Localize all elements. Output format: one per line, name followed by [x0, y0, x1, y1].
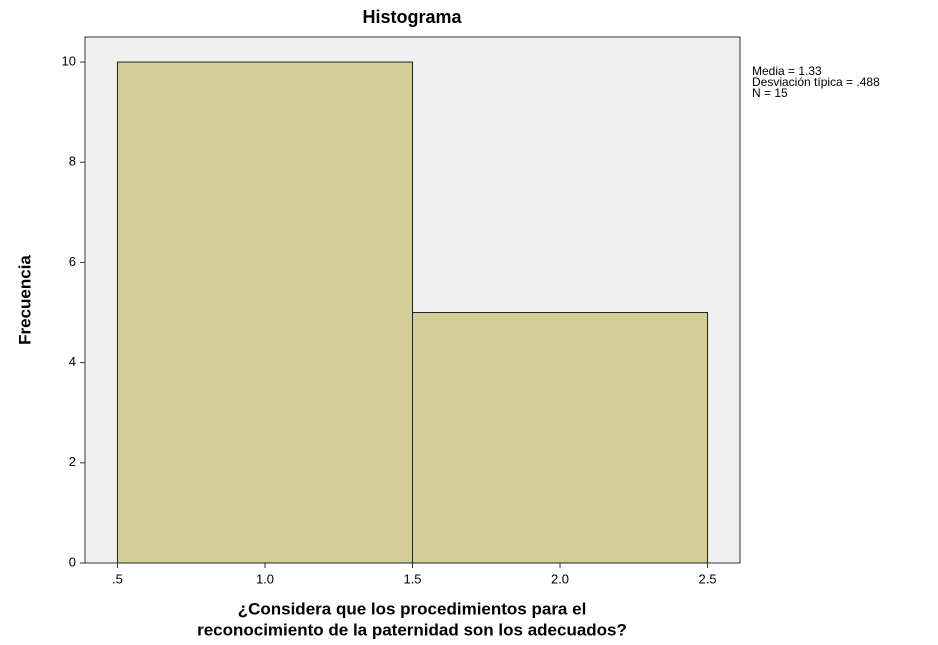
y-tick-label: 6	[69, 254, 76, 269]
x-tick-label: 1.5	[403, 571, 421, 586]
x-tick-label: .5	[112, 571, 123, 586]
x-tick-label: 2.0	[551, 571, 569, 586]
x-axis-label: ¿Considera que los procedimientos para e…	[238, 599, 587, 618]
y-tick-label: 2	[69, 454, 76, 469]
x-tick-label: 2.5	[699, 571, 717, 586]
bar	[116, 61, 413, 564]
x-axis-label: reconocimiento de la paternidad son los …	[197, 620, 627, 639]
y-tick-label: 0	[69, 554, 76, 569]
y-axis-label: Frecuencia	[15, 255, 34, 345]
stats-annotation: Desviación típica = .488	[752, 75, 880, 89]
bar	[412, 312, 709, 564]
stats-annotation: Media = 1.33	[752, 64, 822, 78]
y-tick-label: 10	[62, 53, 76, 68]
x-tick-label: 1.0	[256, 571, 274, 586]
y-tick-label: 8	[69, 154, 76, 169]
stats-annotation: N = 15	[752, 86, 788, 100]
y-tick-label: 4	[69, 354, 76, 369]
chart-title: Histograma	[362, 7, 462, 27]
